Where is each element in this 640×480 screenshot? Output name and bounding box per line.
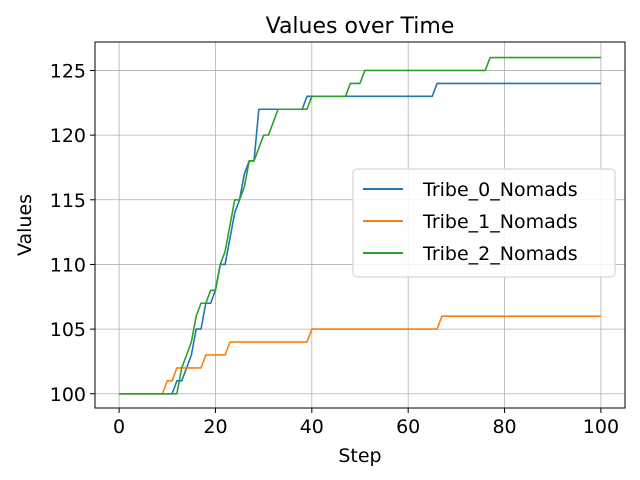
x-tick-label: 40 — [300, 416, 324, 438]
series-line-tribe-2-nomads — [119, 56, 601, 395]
series-lines — [119, 56, 601, 395]
legend: Tribe_0_Nomads Tribe_1_Nomads Tribe_2_Noma… — [352, 168, 616, 278]
y-tick-label: 110 — [50, 254, 86, 276]
y-tick-label: 105 — [50, 319, 86, 341]
series-line-tribe-1-nomads — [119, 315, 601, 395]
y-tick-label: 115 — [50, 190, 86, 212]
y-tick-label: 125 — [50, 60, 86, 82]
x-axis-label: Step — [338, 445, 381, 467]
y-tick-label: 120 — [50, 125, 86, 147]
legend-label: Tribe_2_Nomads — [422, 243, 578, 265]
legend-box — [352, 168, 616, 278]
x-tick-label: 0 — [113, 416, 125, 438]
x-tick-label: 80 — [492, 416, 516, 438]
y-tick-label: 100 — [50, 384, 86, 406]
y-axis-label: Values — [14, 194, 36, 256]
x-tick-label: 100 — [583, 416, 619, 438]
series-line-tribe-0-nomads — [119, 82, 601, 395]
axis-ticks: 0 20 40 60 80 100 100 105 110 115 120 125 — [50, 60, 619, 438]
legend-label: Tribe_0_Nomads — [422, 179, 578, 201]
x-tick-label: 20 — [203, 416, 227, 438]
chart-title: Values over Time — [266, 14, 455, 39]
x-tick-label: 60 — [396, 416, 420, 438]
plot-frame — [94, 41, 626, 409]
legend-label: Tribe_1_Nomads — [422, 211, 578, 233]
